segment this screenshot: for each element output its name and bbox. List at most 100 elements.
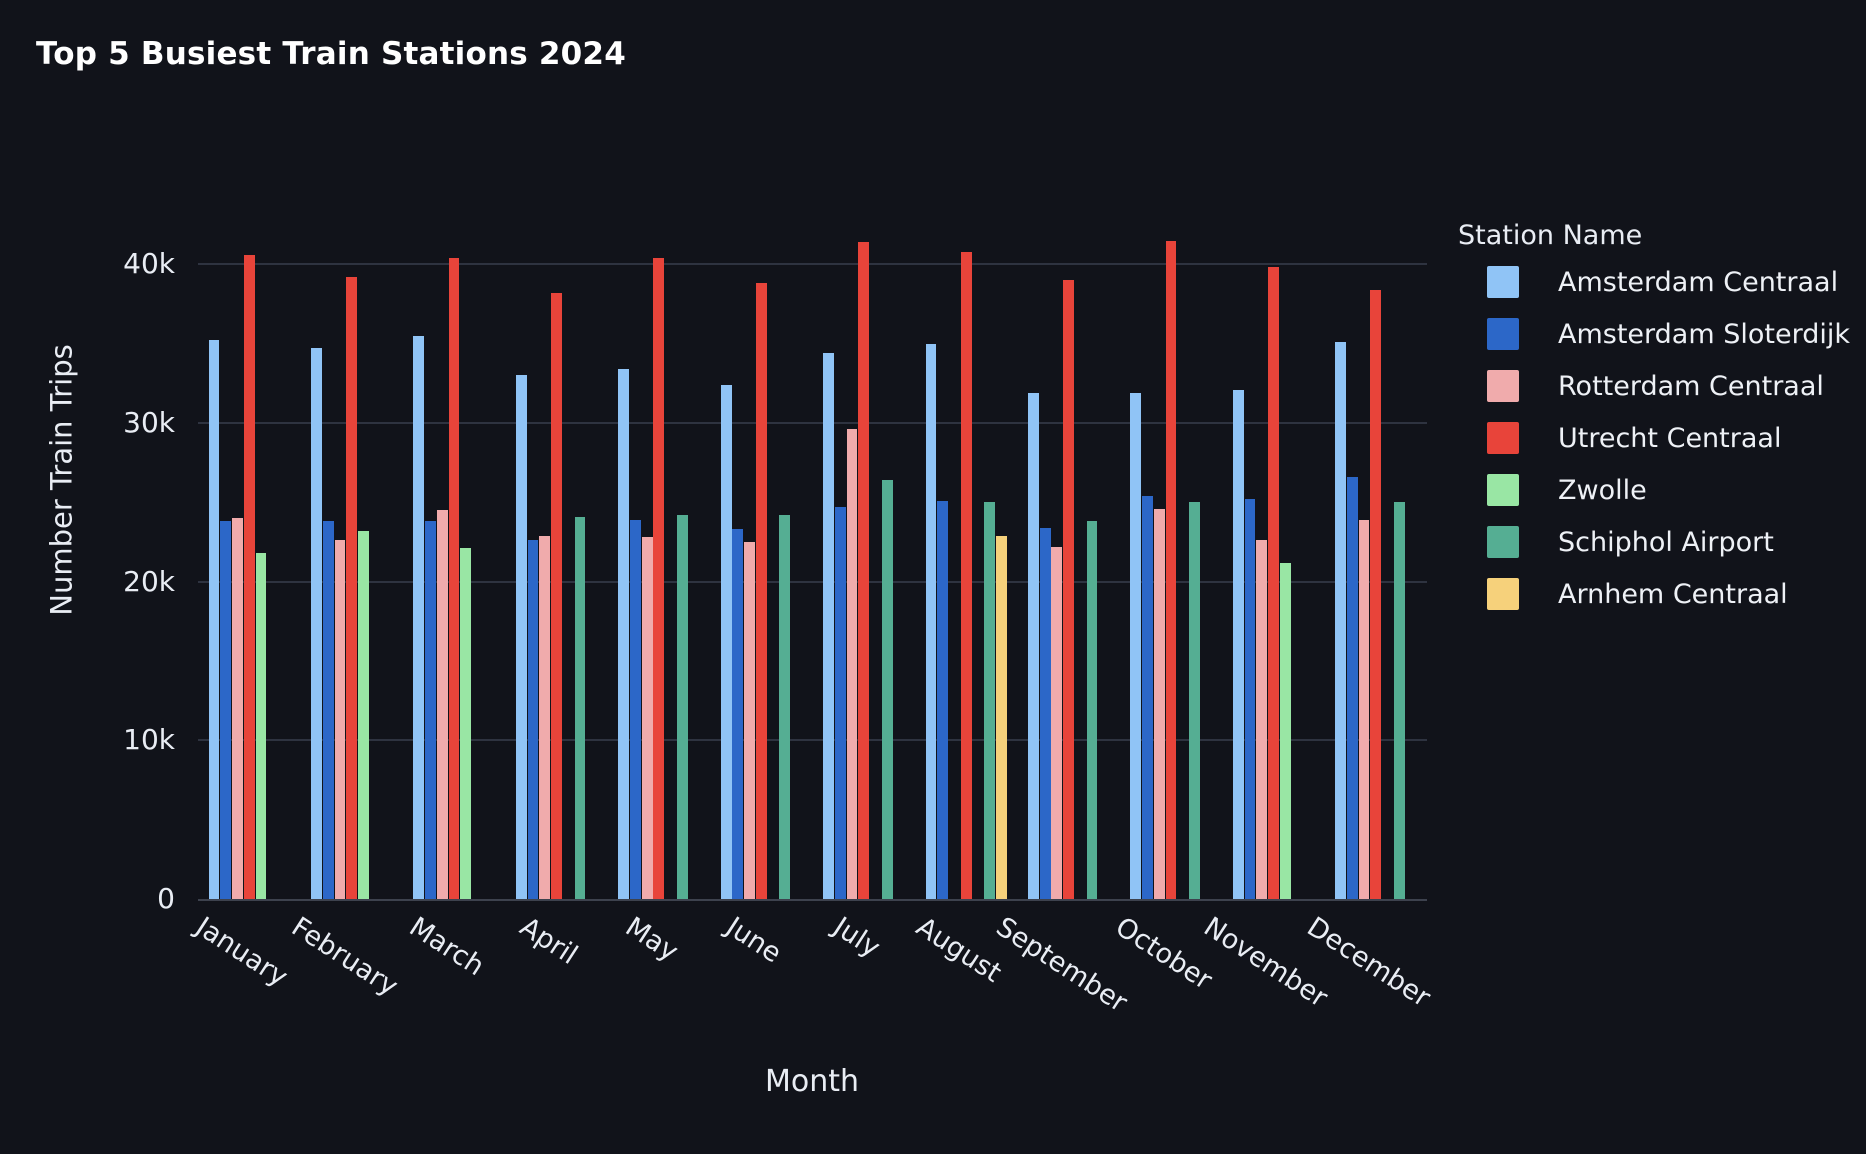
bar-august-arnhem-centraal[interactable]: [995, 535, 1007, 899]
bar-slot-april-rotterdam-centraal: [539, 204, 551, 899]
x-tick-label-march: March: [403, 911, 490, 983]
bar-slot-may-arnhem-centraal: [688, 204, 700, 899]
bar-february-zwolle[interactable]: [357, 530, 369, 899]
bar-february-amsterdam-sloterdijk[interactable]: [322, 521, 334, 899]
gridline-30k: [198, 421, 1427, 424]
bar-may-rotterdam-centraal[interactable]: [641, 537, 653, 899]
bar-slot-march-zwolle: [460, 204, 472, 899]
bar-february-utrecht-centraal[interactable]: [346, 277, 358, 899]
bar-slot-april-amsterdam-sloterdijk: [527, 204, 539, 899]
bar-january-zwolle[interactable]: [255, 553, 267, 899]
bar-february-amsterdam-centraal[interactable]: [311, 348, 322, 899]
bar-march-utrecht-centraal[interactable]: [448, 257, 460, 899]
bar-may-schiphol-airport[interactable]: [676, 515, 688, 899]
bar-march-amsterdam-centraal[interactable]: [413, 335, 425, 899]
bar-slot-march-arnhem-centraal: [483, 204, 495, 899]
bar-november-rotterdam-centraal[interactable]: [1256, 540, 1268, 899]
bar-march-rotterdam-centraal[interactable]: [436, 510, 448, 899]
bar-june-rotterdam-centraal[interactable]: [744, 541, 755, 899]
bar-september-amsterdam-sloterdijk[interactable]: [1039, 527, 1051, 899]
bar-june-amsterdam-sloterdijk[interactable]: [732, 529, 744, 899]
bar-december-utrecht-centraal[interactable]: [1370, 289, 1382, 899]
bar-slot-august-amsterdam-sloterdijk: [937, 204, 949, 899]
bar-slot-july-rotterdam-centraal: [846, 204, 858, 899]
y-tick-label-10k: 10k: [123, 723, 175, 757]
legend-label-schiphol-airport: Schiphol Airport: [1558, 526, 1774, 558]
bar-january-rotterdam-centraal[interactable]: [232, 518, 243, 899]
bar-july-amsterdam-sloterdijk[interactable]: [834, 507, 846, 899]
bar-may-utrecht-centraal[interactable]: [653, 257, 665, 899]
x-tick-label-may: May: [619, 911, 684, 968]
bar-slot-july-amsterdam-centraal: [823, 204, 835, 899]
bar-slot-march-amsterdam-centraal: [413, 204, 425, 899]
bar-january-amsterdam-sloterdijk[interactable]: [220, 521, 232, 899]
bar-april-amsterdam-centraal[interactable]: [515, 375, 527, 899]
x-tick-label-august: August: [910, 911, 1007, 989]
bar-april-utrecht-centraal[interactable]: [551, 292, 562, 899]
bar-july-utrecht-centraal[interactable]: [858, 242, 870, 899]
bar-july-amsterdam-centraal[interactable]: [823, 353, 834, 899]
bar-slot-february-amsterdam-centraal: [311, 204, 323, 899]
bar-slot-february-rotterdam-centraal: [334, 204, 346, 899]
bar-september-utrecht-centraal[interactable]: [1063, 280, 1074, 899]
legend-label-amsterdam-sloterdijk: Amsterdam Sloterdijk: [1558, 318, 1850, 350]
legend-swatch-amsterdam-sloterdijk: [1487, 318, 1519, 350]
bar-october-amsterdam-sloterdijk[interactable]: [1142, 495, 1153, 899]
bar-slot-february-arnhem-centraal: [381, 204, 393, 899]
bar-may-amsterdam-sloterdijk[interactable]: [630, 519, 641, 899]
bar-slot-september-utrecht-centraal: [1063, 204, 1075, 899]
bar-november-amsterdam-centraal[interactable]: [1232, 389, 1244, 899]
bar-march-zwolle[interactable]: [460, 548, 472, 899]
bar-slot-january-rotterdam-centraal: [232, 204, 244, 899]
bar-february-rotterdam-centraal[interactable]: [334, 540, 346, 899]
bar-january-amsterdam-centraal[interactable]: [208, 340, 220, 899]
bar-may-amsterdam-centraal[interactable]: [618, 369, 630, 899]
bar-december-rotterdam-centraal[interactable]: [1358, 519, 1370, 899]
bar-december-amsterdam-centraal[interactable]: [1335, 342, 1347, 899]
bar-august-amsterdam-centraal[interactable]: [925, 343, 937, 899]
bar-november-zwolle[interactable]: [1279, 562, 1291, 899]
bar-slot-april-amsterdam-centraal: [515, 204, 527, 899]
bar-slot-july-utrecht-centraal: [858, 204, 870, 899]
legend-item-arnhem-centraal[interactable]: Arnhem Centraal: [1458, 578, 1850, 610]
legend-item-rotterdam-centraal[interactable]: Rotterdam Centraal: [1458, 370, 1850, 402]
bar-september-amsterdam-centraal[interactable]: [1027, 392, 1039, 899]
bar-october-utrecht-centraal[interactable]: [1165, 240, 1177, 899]
bar-december-amsterdam-sloterdijk[interactable]: [1346, 476, 1358, 899]
legend-item-zwolle[interactable]: Zwolle: [1458, 474, 1850, 506]
bar-july-rotterdam-centraal[interactable]: [846, 429, 858, 899]
bar-slot-september-zwolle: [1074, 204, 1086, 899]
bar-slot-november-rotterdam-centraal: [1256, 204, 1268, 899]
bar-slot-november-amsterdam-centraal: [1232, 204, 1244, 899]
bar-slot-february-amsterdam-sloterdijk: [322, 204, 334, 899]
bar-october-rotterdam-centraal[interactable]: [1153, 508, 1165, 899]
bar-april-amsterdam-sloterdijk[interactable]: [527, 540, 539, 899]
legend-item-amsterdam-sloterdijk[interactable]: Amsterdam Sloterdijk: [1458, 318, 1850, 350]
legend-item-utrecht-centraal[interactable]: Utrecht Centraal: [1458, 422, 1850, 454]
legend-items: Amsterdam Centraal Amsterdam Sloterdijk Ro…: [1458, 266, 1850, 610]
bar-january-utrecht-centraal[interactable]: [243, 254, 255, 899]
bar-november-utrecht-centraal[interactable]: [1267, 267, 1279, 899]
legend-item-amsterdam-centraal[interactable]: Amsterdam Centraal: [1458, 266, 1850, 298]
x-tick-label-september: September: [990, 911, 1133, 1019]
bar-november-amsterdam-sloterdijk[interactable]: [1244, 499, 1256, 899]
legend-swatch-zwolle: [1487, 474, 1519, 506]
bar-march-amsterdam-sloterdijk[interactable]: [425, 521, 436, 899]
bar-june-amsterdam-centraal[interactable]: [720, 384, 732, 899]
bar-december-schiphol-airport[interactable]: [1393, 502, 1405, 899]
bar-april-schiphol-airport[interactable]: [574, 516, 586, 899]
bar-october-schiphol-airport[interactable]: [1189, 502, 1200, 899]
bar-october-amsterdam-centraal[interactable]: [1130, 392, 1142, 899]
bar-april-rotterdam-centraal[interactable]: [539, 535, 551, 899]
bar-september-schiphol-airport[interactable]: [1086, 521, 1098, 899]
bar-september-rotterdam-centraal[interactable]: [1051, 546, 1063, 899]
bar-august-amsterdam-sloterdijk[interactable]: [937, 500, 949, 899]
bar-august-utrecht-centraal[interactable]: [960, 251, 972, 899]
bar-june-utrecht-centraal[interactable]: [755, 283, 767, 899]
bar-august-schiphol-airport[interactable]: [984, 502, 995, 899]
bar-slot-october-rotterdam-centraal: [1153, 204, 1165, 899]
bar-july-schiphol-airport[interactable]: [881, 480, 893, 899]
legend-item-schiphol-airport[interactable]: Schiphol Airport: [1458, 526, 1850, 558]
bar-june-schiphol-airport[interactable]: [779, 515, 791, 899]
y-axis-title: Number Train Trips: [45, 344, 79, 616]
